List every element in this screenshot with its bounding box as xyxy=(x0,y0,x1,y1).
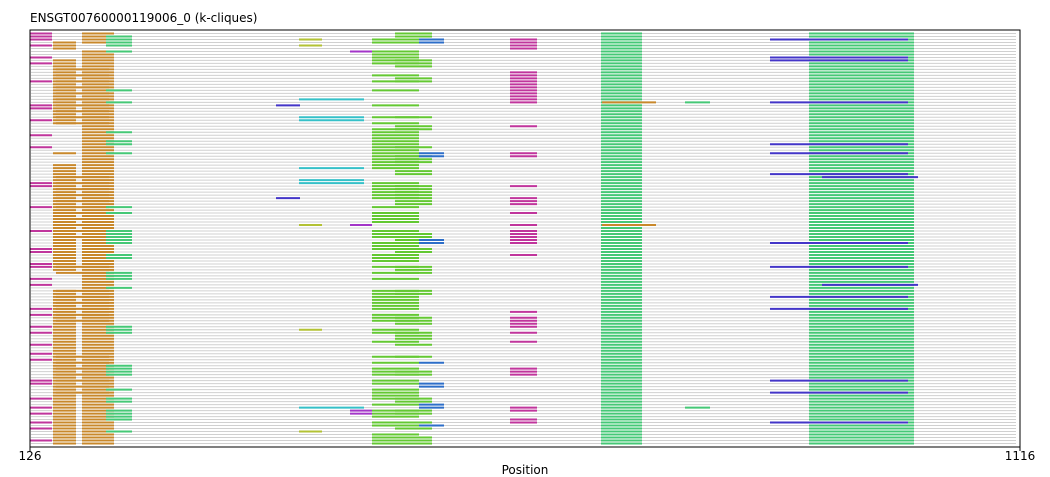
chart-title: ENSGT00760000119006_0 (k-cliques) xyxy=(30,11,257,25)
x-tick-label: 1116 xyxy=(1005,449,1036,463)
x-tick-label: 126 xyxy=(19,449,42,463)
plot-frame xyxy=(29,29,1021,448)
x-axis-label: Position xyxy=(502,463,549,477)
track-group xyxy=(31,32,1016,445)
segment-group xyxy=(30,32,918,445)
x-axis: 126 1116 xyxy=(19,447,1036,463)
